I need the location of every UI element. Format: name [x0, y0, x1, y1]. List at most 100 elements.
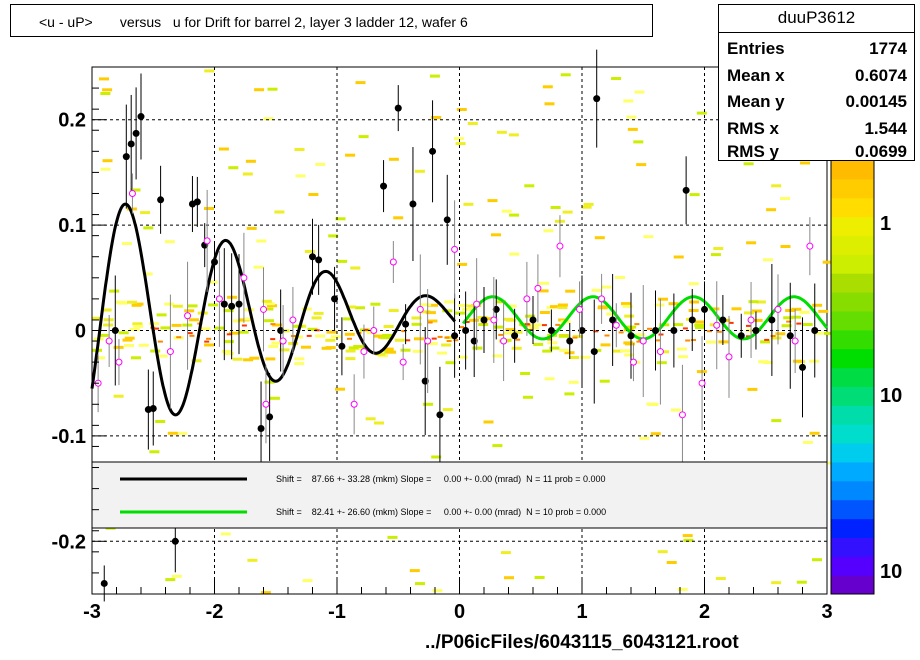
heatmap-cell: [542, 85, 553, 89]
heatmap-cell: [781, 324, 792, 328]
heatmap-cell: [444, 300, 455, 304]
heatmap-cell: [412, 349, 423, 353]
heatmap-cell: [569, 356, 579, 359]
heatmap-cell: [155, 420, 166, 423]
heatmap-cell: [791, 307, 802, 311]
heatmap-cell: [307, 327, 318, 331]
stat-label: Entries: [727, 39, 785, 58]
heatmap-cell: [98, 333, 109, 337]
heatmap-cell: [618, 331, 624, 334]
heatmap-cell: [294, 362, 305, 366]
data-point-open: [279, 337, 287, 345]
fit-curve-black: [90, 202, 457, 417]
data-point: [593, 95, 601, 103]
x-tick-label: 0: [454, 601, 465, 623]
heatmap-cell: [445, 336, 456, 339]
heatmap-cell: [437, 351, 448, 355]
heatmap-cell: [117, 301, 128, 305]
heatmap-cell: [204, 340, 210, 343]
heatmap-cell: [557, 306, 568, 309]
heatmap-cell: [775, 332, 786, 336]
heatmap-cell: [621, 302, 631, 306]
data-points: [94, 49, 819, 602]
heatmap-cell: [492, 444, 503, 448]
heatmap-cell: [388, 309, 399, 312]
heatmap-cell: [409, 569, 420, 573]
heatmap-cell: [656, 361, 667, 365]
heatmap-cell: [191, 359, 202, 363]
heatmap-cell: [129, 328, 140, 331]
heatmap-cell: [639, 436, 650, 440]
heatmap-cell: [311, 316, 322, 320]
heatmap-cell: [634, 90, 645, 94]
x-tick-label: 2: [699, 601, 710, 623]
heatmap-cell: [547, 338, 553, 341]
heatmap-cell: [688, 309, 699, 312]
palette-cell: [831, 348, 874, 369]
heatmap-cell: [373, 334, 384, 338]
heatmap-cell: [328, 234, 339, 238]
heatmap-cell: [437, 335, 443, 338]
heatmap-cell: [796, 322, 802, 325]
stat-value: 0.00145: [845, 92, 907, 111]
heatmap-cell: [793, 359, 803, 363]
palette-cell: [831, 311, 874, 331]
heatmap-cell: [509, 213, 520, 217]
heatmap-cell: [713, 247, 724, 250]
heatmap-cell: [103, 318, 114, 322]
heatmap-cell: [491, 233, 501, 237]
heatmap-cell: [345, 357, 356, 361]
data-point-open: [115, 358, 123, 366]
heatmap-cell: [492, 354, 503, 358]
heatmap-cell: [799, 310, 810, 314]
heatmap-cell: [204, 343, 215, 347]
heatmap-cell: [786, 320, 792, 323]
heatmap-cell: [165, 578, 176, 582]
data-point: [193, 198, 201, 206]
heatmap-cell: [427, 342, 438, 346]
heatmap-cell: [633, 140, 644, 144]
heatmap-cell: [200, 327, 211, 331]
heatmap-cell: [164, 240, 175, 244]
heatmap-cell: [634, 323, 640, 326]
heatmap-cell: [496, 130, 507, 134]
heatmap-cell: [274, 210, 285, 214]
heatmap-cell: [484, 317, 495, 321]
data-point: [590, 348, 598, 356]
palette-label-1: 1: [880, 213, 891, 235]
palette-cell: [831, 443, 874, 463]
heatmap-cell: [149, 450, 160, 454]
heatmap-cell: [223, 309, 234, 313]
heatmap-cell: [487, 199, 498, 203]
heatmap-cell: [172, 304, 183, 308]
heatmap-cell: [421, 303, 432, 307]
heatmap-cell: [101, 308, 112, 312]
data-point: [220, 300, 228, 308]
heatmap-cell: [445, 361, 456, 365]
data-point: [338, 342, 346, 350]
heatmap-cell: [204, 69, 215, 73]
heatmap-cell: [121, 242, 132, 245]
heatmap-cell: [688, 282, 699, 286]
x-tick-label: 1: [576, 601, 587, 623]
palette-cell: [831, 575, 874, 595]
palette-cell: [831, 518, 874, 538]
heatmap-cell: [457, 262, 468, 266]
heatmap-cell: [355, 306, 365, 310]
heatmap-cell: [388, 157, 399, 161]
heatmap-cell: [176, 336, 182, 339]
heatmap-cell: [264, 302, 275, 306]
heatmap-cell: [223, 340, 234, 344]
palette-cell: [831, 480, 874, 501]
heatmap-cell: [455, 311, 466, 315]
heatmap-cell: [802, 440, 813, 444]
data-point-open: [500, 337, 508, 345]
heatmap-cell: [564, 392, 575, 396]
heatmap-cell: [455, 142, 466, 146]
palette-cell: [831, 537, 874, 557]
heatmap-cell: [414, 337, 424, 341]
heatmap-cell: [565, 289, 576, 293]
heatmap-cell: [382, 333, 392, 337]
data-point: [529, 316, 537, 324]
data-point-open: [166, 348, 174, 356]
